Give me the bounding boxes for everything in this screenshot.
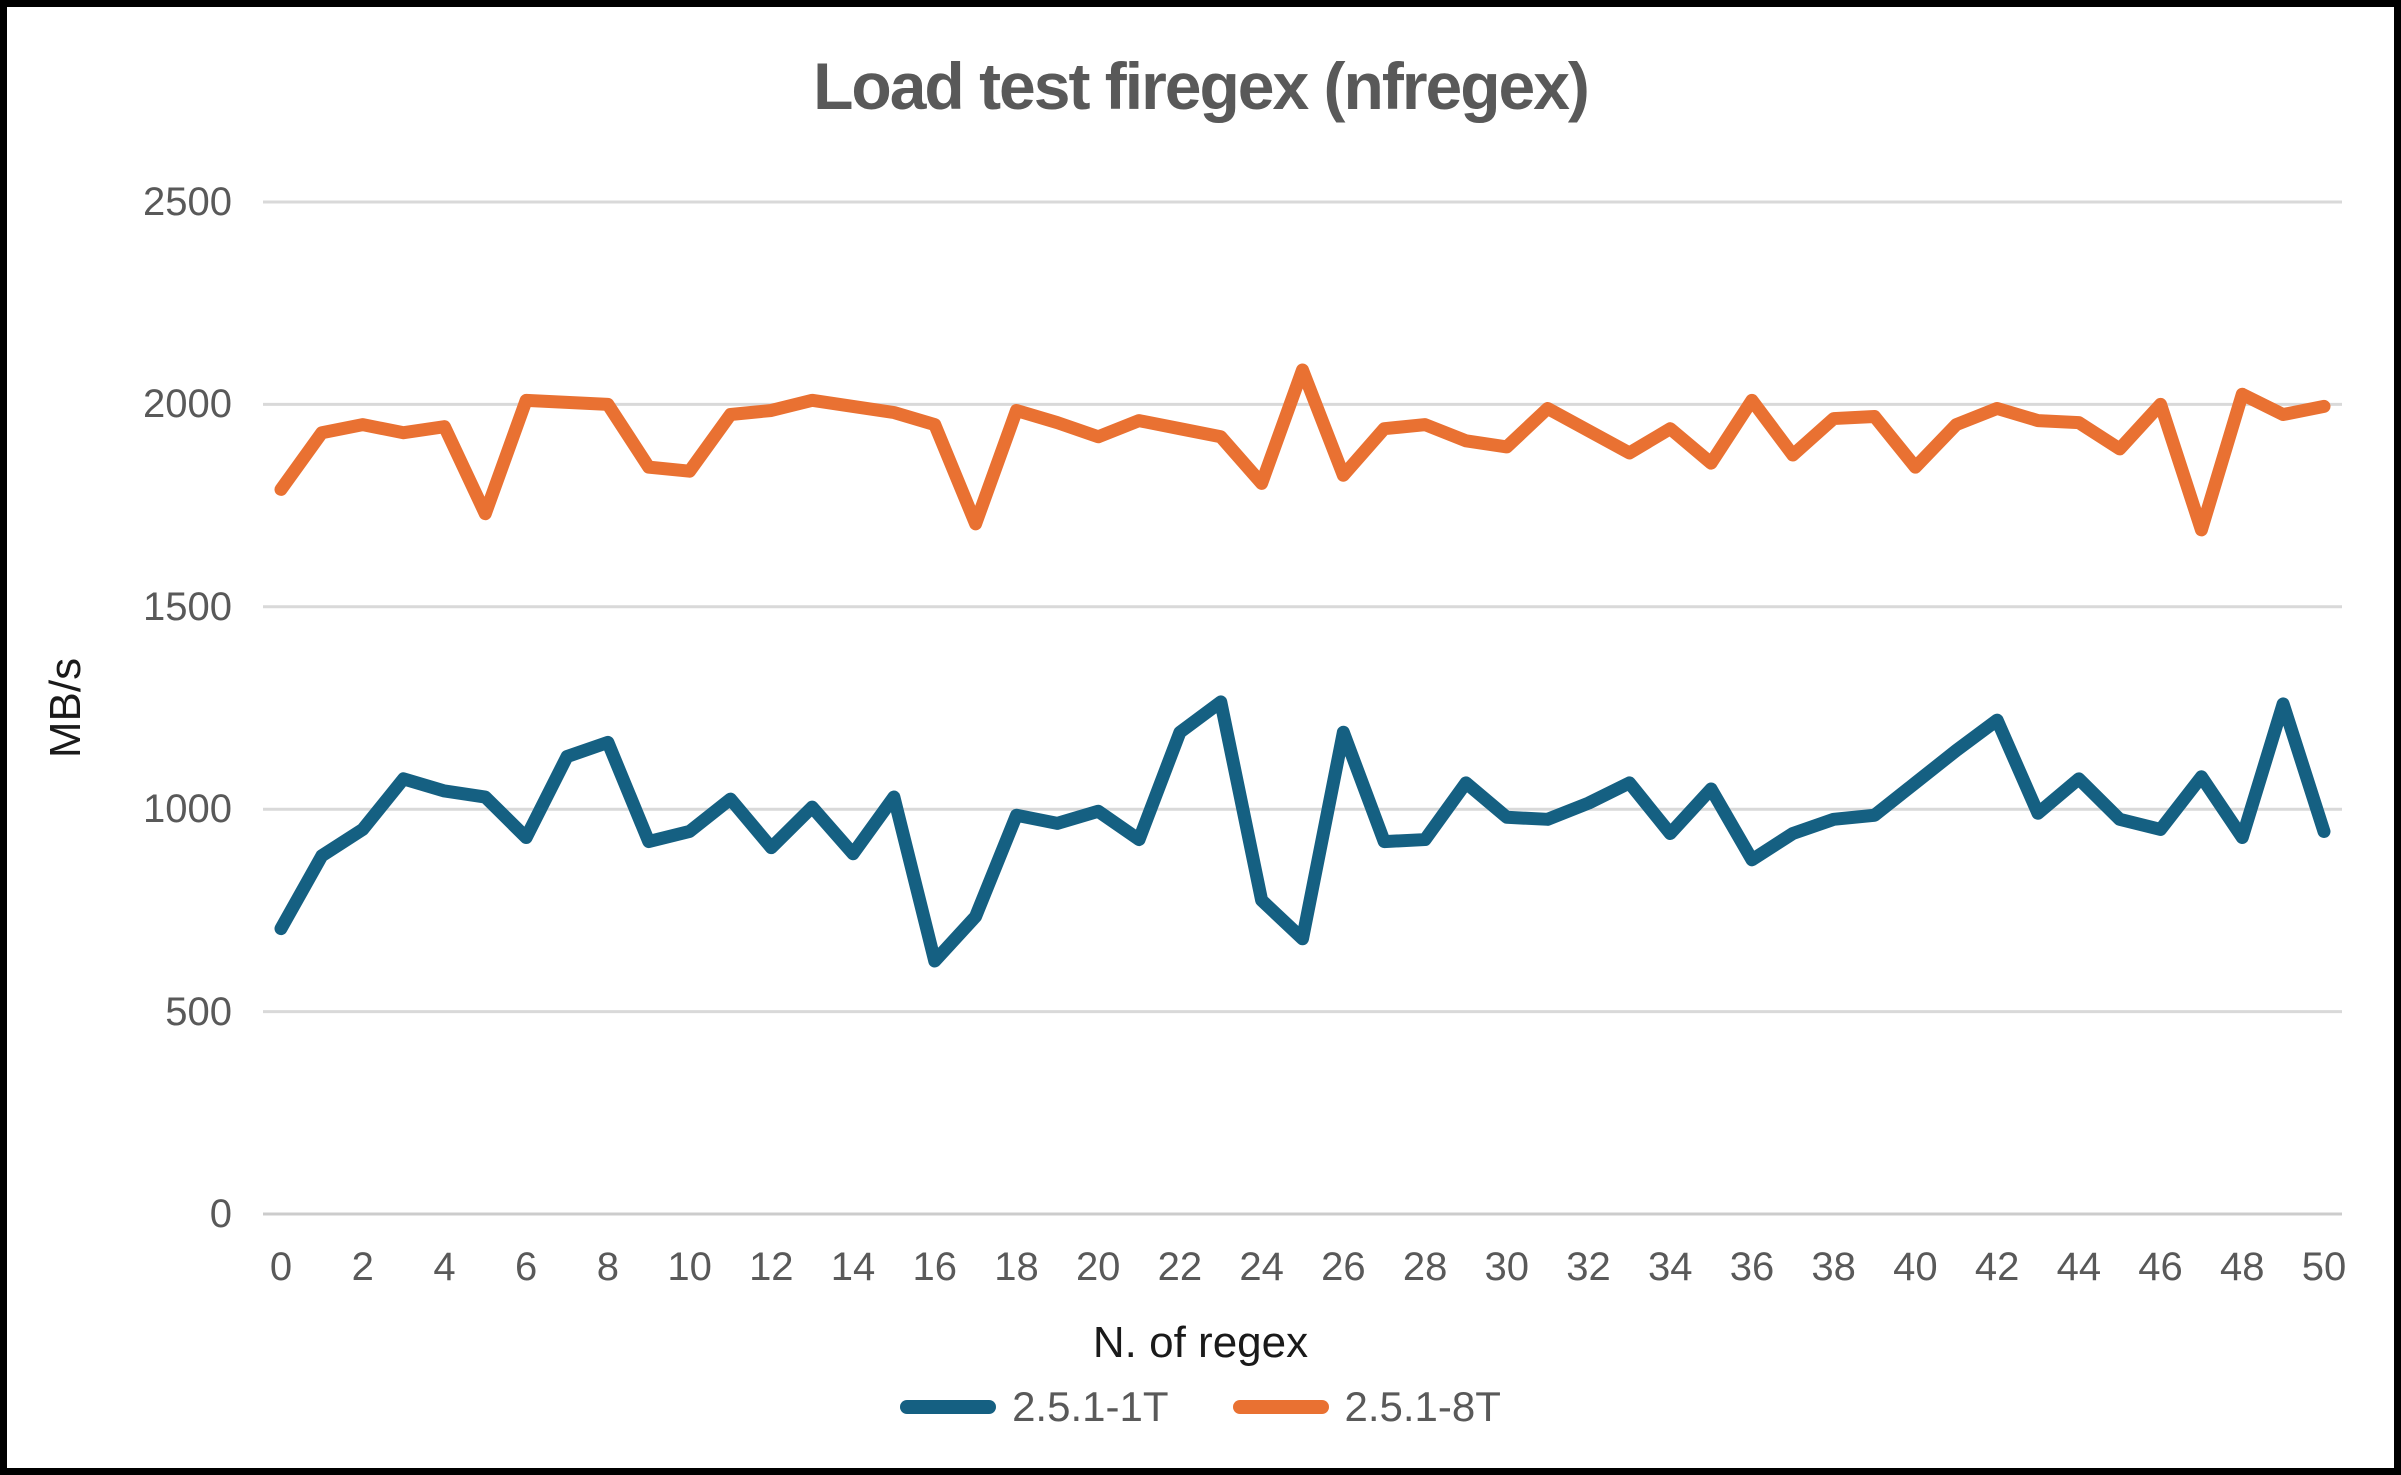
legend: 2.5.1-1T 2.5.1-8T: [0, 1383, 2401, 1431]
series-line-2.5.1-8T: [274, 363, 2331, 537]
legend-swatch-2.5.1-1T: [900, 1400, 997, 1414]
x-tick-label-36: 36: [1729, 1245, 1775, 1289]
x-tick-label-18: 18: [994, 1245, 1039, 1289]
x-tick-label-4: 4: [433, 1245, 456, 1289]
x-tick-label-24: 24: [1239, 1245, 1284, 1289]
x-tick-label-0: 0: [269, 1245, 293, 1289]
x-tick-label-16: 16: [912, 1245, 958, 1289]
x-tick-label-42: 42: [1974, 1245, 2020, 1289]
x-tick-label-50: 50: [2301, 1245, 2347, 1289]
x-tick-label-38: 38: [1811, 1245, 1856, 1289]
y-tick-label-1000: 1000: [143, 787, 232, 832]
x-tick-label-6: 6: [515, 1245, 538, 1289]
x-tick-label-12: 12: [749, 1245, 794, 1289]
x-axis-title: N. of regex: [1092, 1318, 1309, 1367]
y-tick-label-2500: 2500: [143, 180, 232, 224]
y-tick-label-500: 500: [165, 989, 232, 1034]
x-tick-label-46: 46: [2138, 1245, 2183, 1289]
x-tick-label-34: 34: [1647, 1245, 1693, 1289]
legend-item-2.5.1-8T: 2.5.1-8T: [1232, 1383, 1501, 1431]
series-lines: [274, 363, 2331, 968]
x-tick-label-48: 48: [2220, 1245, 2265, 1289]
x-tick-label-30: 30: [1484, 1245, 1530, 1289]
x-tick-label-10: 10: [667, 1245, 712, 1289]
x-tick-label-22: 22: [1157, 1245, 1203, 1289]
y-tick-label-0: 0: [209, 1192, 232, 1236]
x-tick-label-28: 28: [1402, 1245, 1448, 1289]
x-tick-label-2: 2: [351, 1245, 374, 1289]
legend-swatch-2.5.1-8T: [1232, 1400, 1329, 1414]
x-tick-label-32: 32: [1566, 1245, 1611, 1289]
x-tick-label-44: 44: [2056, 1245, 2102, 1289]
x-tick-label-20: 20: [1075, 1245, 1121, 1289]
y-axis-title: MB/s: [41, 657, 90, 759]
series-line-2.5.1-1T: [274, 695, 2331, 968]
gridlines: [263, 200, 2342, 1216]
legend-label-2.5.1-1T: 2.5.1-1T: [1012, 1383, 1169, 1430]
y-tick-label-2000: 2000: [143, 382, 232, 427]
chart-title: Load test firegex (nfregex): [813, 49, 1590, 123]
x-tick-label-40: 40: [1893, 1245, 1938, 1289]
y-tick-label-1500: 1500: [143, 584, 232, 629]
x-tick-label-8: 8: [596, 1245, 619, 1289]
legend-label-2.5.1-8T: 2.5.1-8T: [1344, 1383, 1501, 1430]
legend-item-2.5.1-1T: 2.5.1-1T: [900, 1383, 1169, 1431]
x-tick-label-14: 14: [830, 1245, 876, 1289]
x-tick-label-26: 26: [1321, 1245, 1366, 1289]
